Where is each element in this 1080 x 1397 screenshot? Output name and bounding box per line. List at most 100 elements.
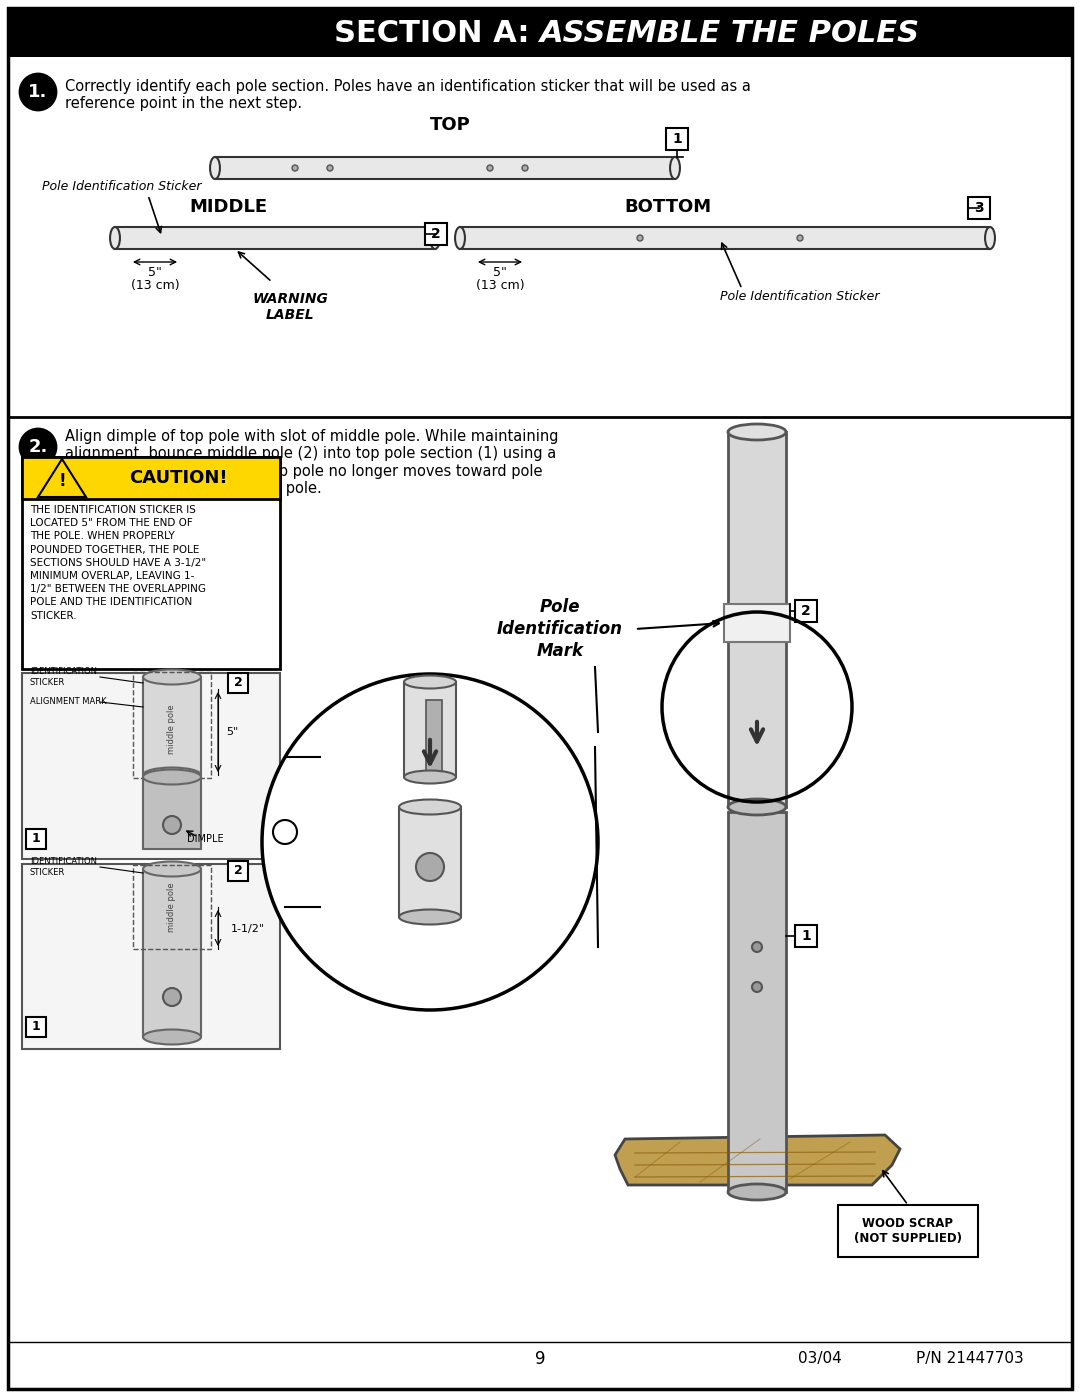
Circle shape — [752, 942, 762, 951]
Text: SECTION A:: SECTION A: — [334, 18, 540, 47]
Text: Correctly identify each pole section. Poles have an identification sticker that : Correctly identify each pole section. Po… — [65, 80, 751, 112]
Text: ASSEMBLE THE POLES: ASSEMBLE THE POLES — [540, 18, 920, 47]
Text: (13 cm): (13 cm) — [475, 278, 524, 292]
Text: THE IDENTIFICATION STICKER IS
LOCATED 5" FROM THE END OF
THE POLE. WHEN PROPERLY: THE IDENTIFICATION STICKER IS LOCATED 5"… — [30, 504, 206, 620]
Ellipse shape — [455, 226, 465, 249]
Bar — [22, 457, 280, 499]
Text: 1.: 1. — [28, 82, 48, 101]
Bar — [460, 226, 990, 249]
Text: WARNING
LABEL: WARNING LABEL — [252, 292, 328, 323]
Text: 1: 1 — [31, 833, 40, 845]
Ellipse shape — [110, 226, 120, 249]
Ellipse shape — [143, 862, 201, 876]
Bar — [838, 1206, 978, 1257]
Bar — [399, 807, 461, 916]
Text: 5": 5" — [494, 265, 507, 278]
Text: 5": 5" — [148, 265, 162, 278]
Bar — [728, 432, 786, 807]
Text: 5": 5" — [226, 726, 238, 738]
Polygon shape — [615, 1134, 900, 1185]
Ellipse shape — [404, 771, 456, 784]
Ellipse shape — [399, 799, 461, 814]
Circle shape — [21, 74, 56, 110]
Text: MIDDLE: MIDDLE — [189, 198, 267, 217]
Circle shape — [327, 165, 333, 170]
Polygon shape — [38, 460, 86, 497]
Bar — [426, 224, 447, 244]
Text: Pole Identification Sticker: Pole Identification Sticker — [42, 180, 202, 194]
Bar — [666, 129, 688, 149]
Text: Pole Identification Sticker: Pole Identification Sticker — [720, 291, 879, 303]
Circle shape — [637, 235, 643, 242]
Text: IDENTIFICATION
STICKER: IDENTIFICATION STICKER — [30, 858, 97, 877]
Text: middle pole: middle pole — [167, 704, 176, 754]
Circle shape — [752, 982, 762, 992]
Text: 1: 1 — [31, 1020, 40, 1034]
Circle shape — [21, 429, 56, 465]
Ellipse shape — [670, 156, 680, 179]
Text: !: ! — [58, 472, 66, 490]
Text: P/N 21447703: P/N 21447703 — [916, 1351, 1024, 1366]
Bar — [133, 865, 211, 949]
Circle shape — [163, 988, 181, 1006]
Circle shape — [163, 816, 181, 834]
Bar — [728, 812, 786, 1192]
Text: middle pole: middle pole — [167, 882, 176, 932]
Text: BOTTOM: BOTTOM — [624, 198, 712, 217]
Text: WOOD SCRAP
(NOT SUPPLIED): WOOD SCRAP (NOT SUPPLIED) — [854, 1217, 962, 1245]
Bar — [795, 599, 816, 622]
Text: 1-1/2": 1-1/2" — [231, 923, 265, 935]
Bar — [426, 700, 442, 775]
Bar — [8, 8, 1072, 57]
Text: CAUTION!: CAUTION! — [129, 469, 227, 488]
Ellipse shape — [143, 770, 201, 785]
Text: 1: 1 — [672, 131, 681, 147]
Ellipse shape — [143, 767, 201, 782]
Text: DIMPLE: DIMPLE — [187, 834, 224, 844]
Text: 2: 2 — [233, 676, 242, 690]
Bar — [143, 678, 201, 775]
Ellipse shape — [399, 909, 461, 925]
Bar — [26, 828, 46, 849]
Ellipse shape — [143, 1030, 201, 1045]
Text: ALIGNMENT MARK: ALIGNMENT MARK — [30, 697, 107, 707]
Bar — [215, 156, 675, 179]
Ellipse shape — [985, 226, 995, 249]
Text: Align dimple of top pole with slot of middle pole. While maintaining
alignment, : Align dimple of top pole with slot of mi… — [65, 429, 558, 496]
Text: 03/04: 03/04 — [798, 1351, 842, 1366]
Text: TOP: TOP — [430, 116, 471, 134]
Circle shape — [262, 673, 598, 1010]
Text: 2: 2 — [801, 604, 811, 617]
Bar — [22, 673, 280, 859]
Circle shape — [273, 820, 297, 844]
Text: 1: 1 — [801, 929, 811, 943]
Bar — [143, 869, 201, 1037]
Bar — [22, 457, 280, 669]
Bar — [133, 672, 211, 778]
Circle shape — [416, 854, 444, 882]
Text: Pole
Identification
Mark: Pole Identification Mark — [497, 598, 623, 661]
Bar — [968, 197, 990, 219]
Text: (13 cm): (13 cm) — [131, 278, 179, 292]
Circle shape — [522, 165, 528, 170]
Bar — [143, 777, 201, 849]
Text: 2: 2 — [431, 226, 441, 242]
Ellipse shape — [404, 676, 456, 689]
Bar — [724, 604, 789, 643]
Circle shape — [292, 165, 298, 170]
Bar — [22, 863, 280, 1049]
Ellipse shape — [143, 669, 201, 685]
Ellipse shape — [728, 425, 786, 440]
Text: 2: 2 — [233, 865, 242, 877]
Bar — [404, 682, 456, 777]
Bar — [26, 1017, 46, 1037]
Circle shape — [797, 235, 804, 242]
Text: 3: 3 — [974, 201, 984, 215]
Ellipse shape — [210, 156, 220, 179]
Text: 2.: 2. — [28, 439, 48, 455]
Ellipse shape — [430, 226, 440, 249]
Ellipse shape — [728, 1185, 786, 1200]
Bar — [228, 861, 248, 882]
Circle shape — [487, 165, 492, 170]
Ellipse shape — [728, 799, 786, 814]
